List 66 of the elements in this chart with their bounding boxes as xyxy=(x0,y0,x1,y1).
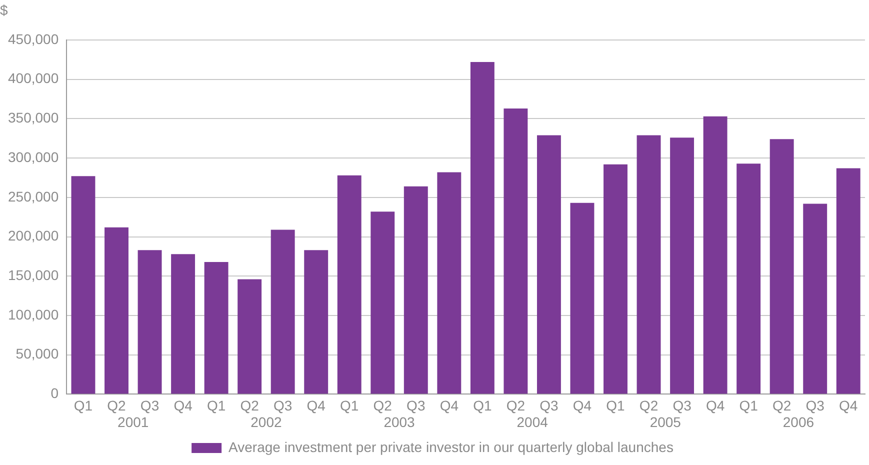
x-tick-label: Q3 xyxy=(806,397,825,414)
x-tick-label: Q4 xyxy=(839,397,858,414)
y-tick-label: 0 xyxy=(50,385,59,402)
bar xyxy=(703,116,728,394)
text: 2004 xyxy=(516,414,548,430)
x-tick-label: Q2 xyxy=(506,397,526,414)
y-tick-label: 150,000 xyxy=(8,266,59,283)
bar xyxy=(437,172,462,394)
bar xyxy=(304,250,328,394)
y-tick-label: 400,000 xyxy=(8,70,59,86)
bar xyxy=(270,230,295,394)
x-tick-label: Q4 xyxy=(440,397,459,414)
text: 2003 xyxy=(384,414,416,430)
bar xyxy=(337,175,362,394)
bar xyxy=(171,254,196,394)
bar xyxy=(71,176,96,394)
x-tick-label: Q1 xyxy=(340,397,359,414)
x-tick-label: Q3 xyxy=(672,397,692,414)
x-tick-label: Q1 xyxy=(473,397,492,414)
bar xyxy=(470,62,494,394)
x-tick-label: Q1 xyxy=(739,397,758,414)
bar xyxy=(238,279,262,394)
x-tick-label: Q3 xyxy=(273,397,292,414)
text: 2006 xyxy=(782,414,814,430)
bar xyxy=(504,108,528,394)
x-tick-label: Q4 xyxy=(572,397,592,414)
x-tick-label: Q1 xyxy=(206,397,226,414)
y-tick-label: 50,000 xyxy=(16,346,59,362)
y-tick-label: 250,000 xyxy=(8,188,59,204)
x-tick-label: Q1 xyxy=(74,397,93,414)
x-tick-label: Q2 xyxy=(373,397,392,414)
y-axis-title: $ xyxy=(0,2,8,18)
bar xyxy=(204,262,228,394)
text: 2001 xyxy=(118,414,149,430)
text: 2005 xyxy=(650,414,682,430)
bar xyxy=(736,164,761,394)
bar xyxy=(836,168,860,394)
x-tick-label: Q2 xyxy=(107,397,126,414)
bar xyxy=(104,227,128,394)
bar xyxy=(138,250,162,394)
x-tick-label: Q2 xyxy=(639,397,658,414)
bar xyxy=(370,212,395,394)
x-tick-label: Q3 xyxy=(140,397,160,414)
y-tick-label: 200,000 xyxy=(8,228,59,244)
y-tick-label: 450,000 xyxy=(8,30,59,47)
bar xyxy=(803,204,828,394)
x-tick-label: Q3 xyxy=(406,397,426,414)
bar xyxy=(404,186,428,394)
text: 2002 xyxy=(250,414,282,430)
x-tick-label: Q3 xyxy=(540,397,559,414)
bar xyxy=(670,138,694,394)
bar xyxy=(770,139,794,394)
y-tick-label: 350,000 xyxy=(8,110,59,126)
bar xyxy=(570,202,594,394)
bar xyxy=(536,135,561,394)
x-tick-label: Q4 xyxy=(706,397,725,414)
bar xyxy=(636,135,661,394)
legend-label: Average investment per private investor in our quarterly global launches xyxy=(228,438,674,455)
y-tick-label: 100,000 xyxy=(8,306,59,322)
x-tick-label: Q4 xyxy=(174,397,193,414)
bar xyxy=(604,164,628,394)
y-tick-label: 300,000 xyxy=(8,148,59,165)
x-tick-label: Q2 xyxy=(240,397,260,414)
x-tick-label: Q2 xyxy=(772,397,792,414)
x-tick-label: Q4 xyxy=(306,397,326,414)
x-tick-label: Q1 xyxy=(606,397,626,414)
